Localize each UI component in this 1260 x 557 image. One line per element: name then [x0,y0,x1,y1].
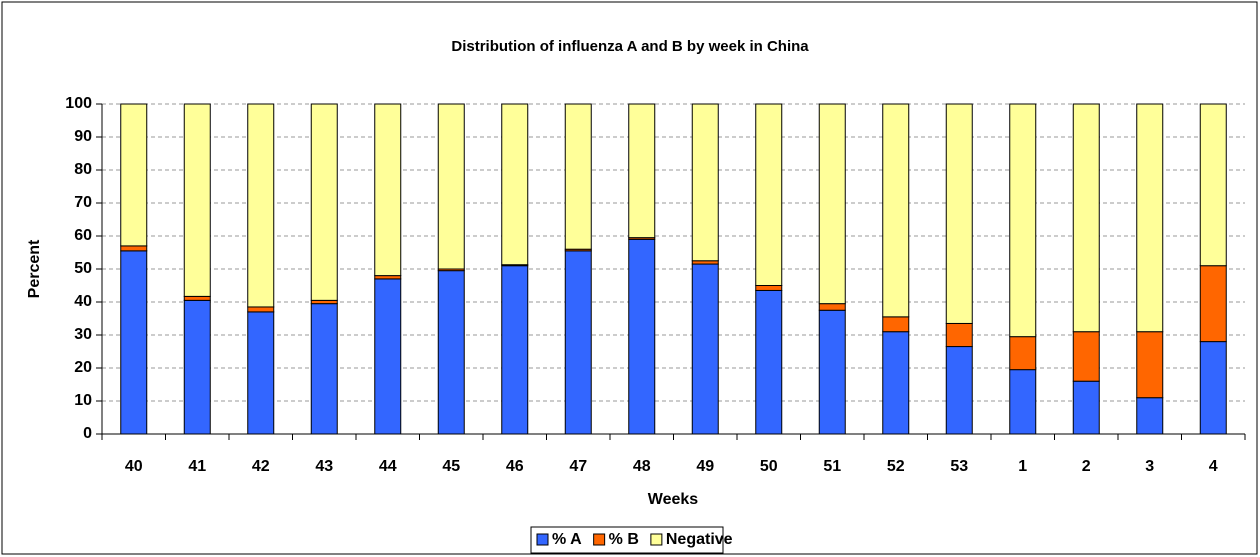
x-tick-label: 4 [1209,458,1218,475]
bar-segment [247,103,275,308]
chart-title: Distribution of influenza A and B by wee… [451,38,809,55]
x-tick-label: 51 [823,458,841,475]
bar-segment [374,103,402,277]
bar-segment [1009,369,1037,435]
bar-segment [437,103,465,270]
y-tick-label: 60 [74,227,92,244]
x-tick-label: 47 [569,458,587,475]
bar-segment [818,309,846,435]
x-tick-label: 2 [1082,458,1091,475]
bar-segment [501,103,529,266]
x-tick-label: 1 [1018,458,1027,475]
bar-segment [945,346,973,435]
bar-segment [1136,331,1164,399]
y-tick-label: 10 [74,392,92,409]
bar-segment [818,103,846,305]
legend-label: Negative [666,531,733,548]
bar-segment [1072,103,1100,333]
x-tick-label: 46 [506,458,524,475]
bar-segment [501,265,529,435]
bar-segment [628,103,656,239]
bar-segment [437,270,465,435]
legend-swatch [593,533,606,546]
bar-segment [1136,103,1164,333]
y-tick-label: 20 [74,359,92,376]
bar-segment [882,316,910,333]
x-axis-label: Weeks [648,491,699,508]
bar-segment [120,250,148,435]
x-tick-label: 43 [315,458,333,475]
bar-segment [564,250,592,435]
bar-segment [1009,336,1037,371]
bar-segment [755,103,783,286]
x-tick-label: 45 [442,458,460,475]
legend-swatch [650,533,663,546]
bar-segment [755,285,783,291]
y-tick-label: 40 [74,293,92,310]
bar-segment [945,322,973,348]
bar-segment [1136,397,1164,435]
bar-segment [120,103,148,247]
y-tick-label: 30 [74,326,92,343]
bar-segment [564,103,592,250]
x-tick-label: 44 [379,458,397,475]
legend-label: % A [552,531,582,548]
legend-swatch [536,533,549,546]
bar-segment [247,311,275,435]
y-axis-label: Percent [26,239,43,298]
bar-segment [310,103,338,301]
bar-segment [818,303,846,311]
bar-segment [183,295,211,301]
bar-segment [945,103,973,324]
bar-segment [882,103,910,318]
bar-segment [183,103,211,297]
y-tick-label: 100 [65,95,92,112]
x-tick-label: 53 [950,458,968,475]
x-tick-label: 48 [633,458,651,475]
bar-segment [755,289,783,435]
legend-box [530,526,724,554]
x-tick-label: 52 [887,458,905,475]
legend-label: % B [609,531,639,548]
y-tick-label: 70 [74,194,92,211]
bar-segment [310,303,338,435]
x-tick-label: 3 [1145,458,1154,475]
y-tick-label: 80 [74,161,92,178]
bar-segment [120,245,148,252]
bar-segment [691,263,719,435]
bar-segment [1072,331,1100,382]
bar-segment [247,306,275,313]
x-tick-label: 41 [188,458,206,475]
x-tick-label: 40 [125,458,143,475]
bar-segment [374,278,402,435]
bar-segment [1199,103,1227,267]
y-tick-label: 50 [74,260,92,277]
bar-segment [882,331,910,435]
x-tick-label: 50 [760,458,778,475]
bar-segment [1009,103,1037,338]
x-tick-label: 49 [696,458,714,475]
bar-segment [1199,341,1227,435]
x-tick-label: 42 [252,458,270,475]
bar-segment [1072,380,1100,435]
bar-segment [183,299,211,435]
y-tick-label: 0 [83,425,92,442]
y-tick-label: 90 [74,128,92,145]
bar-segment [1199,265,1227,343]
bar-segment [691,103,719,262]
bar-segment [628,238,656,435]
